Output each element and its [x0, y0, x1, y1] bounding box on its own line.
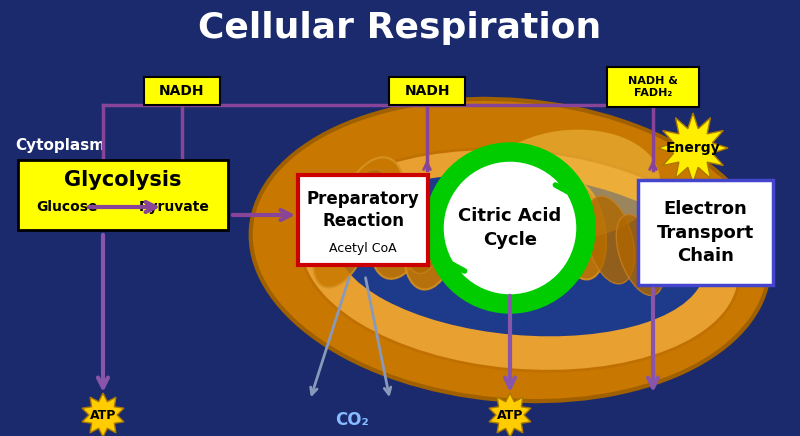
Text: ATP: ATP [497, 409, 523, 422]
FancyBboxPatch shape [638, 180, 773, 285]
Text: Energy: Energy [666, 141, 720, 155]
Text: Cellular Respiration: Cellular Respiration [198, 11, 602, 45]
FancyBboxPatch shape [18, 160, 228, 230]
Ellipse shape [335, 174, 705, 336]
Ellipse shape [370, 181, 430, 279]
Text: NADH: NADH [404, 84, 450, 98]
FancyBboxPatch shape [144, 77, 220, 105]
Ellipse shape [336, 157, 404, 263]
Ellipse shape [342, 170, 388, 241]
FancyBboxPatch shape [389, 77, 465, 105]
Ellipse shape [512, 160, 568, 270]
Ellipse shape [432, 163, 488, 267]
Ellipse shape [586, 196, 634, 284]
Ellipse shape [480, 129, 660, 240]
Ellipse shape [301, 149, 739, 371]
Ellipse shape [250, 99, 770, 401]
Polygon shape [658, 113, 728, 183]
Text: Pyruvate: Pyruvate [139, 200, 210, 214]
Text: Preparatory
Reaction: Preparatory Reaction [306, 190, 419, 230]
Text: Electron
Transport
Chain: Electron Transport Chain [657, 200, 754, 265]
Ellipse shape [554, 181, 606, 279]
Polygon shape [489, 393, 531, 436]
Text: NADH: NADH [159, 84, 205, 98]
Text: Citric Acid
Cycle: Citric Acid Cycle [458, 207, 562, 249]
Text: Glucose: Glucose [36, 200, 98, 214]
FancyBboxPatch shape [607, 67, 699, 107]
Ellipse shape [374, 191, 416, 259]
Ellipse shape [404, 201, 456, 290]
Circle shape [448, 166, 572, 290]
Ellipse shape [475, 183, 525, 277]
Text: Cytoplasm: Cytoplasm [15, 137, 105, 153]
Ellipse shape [406, 207, 444, 273]
Text: Glycolysis: Glycolysis [64, 170, 182, 190]
Text: CO₂: CO₂ [335, 411, 369, 429]
Text: Acetyl CoA: Acetyl CoA [329, 242, 397, 255]
Ellipse shape [616, 215, 664, 296]
Text: ATP: ATP [90, 409, 116, 422]
Circle shape [434, 152, 586, 304]
Text: NADH &
FADH₂: NADH & FADH₂ [628, 76, 678, 98]
Polygon shape [82, 393, 124, 436]
FancyBboxPatch shape [298, 175, 428, 265]
Ellipse shape [314, 212, 366, 287]
